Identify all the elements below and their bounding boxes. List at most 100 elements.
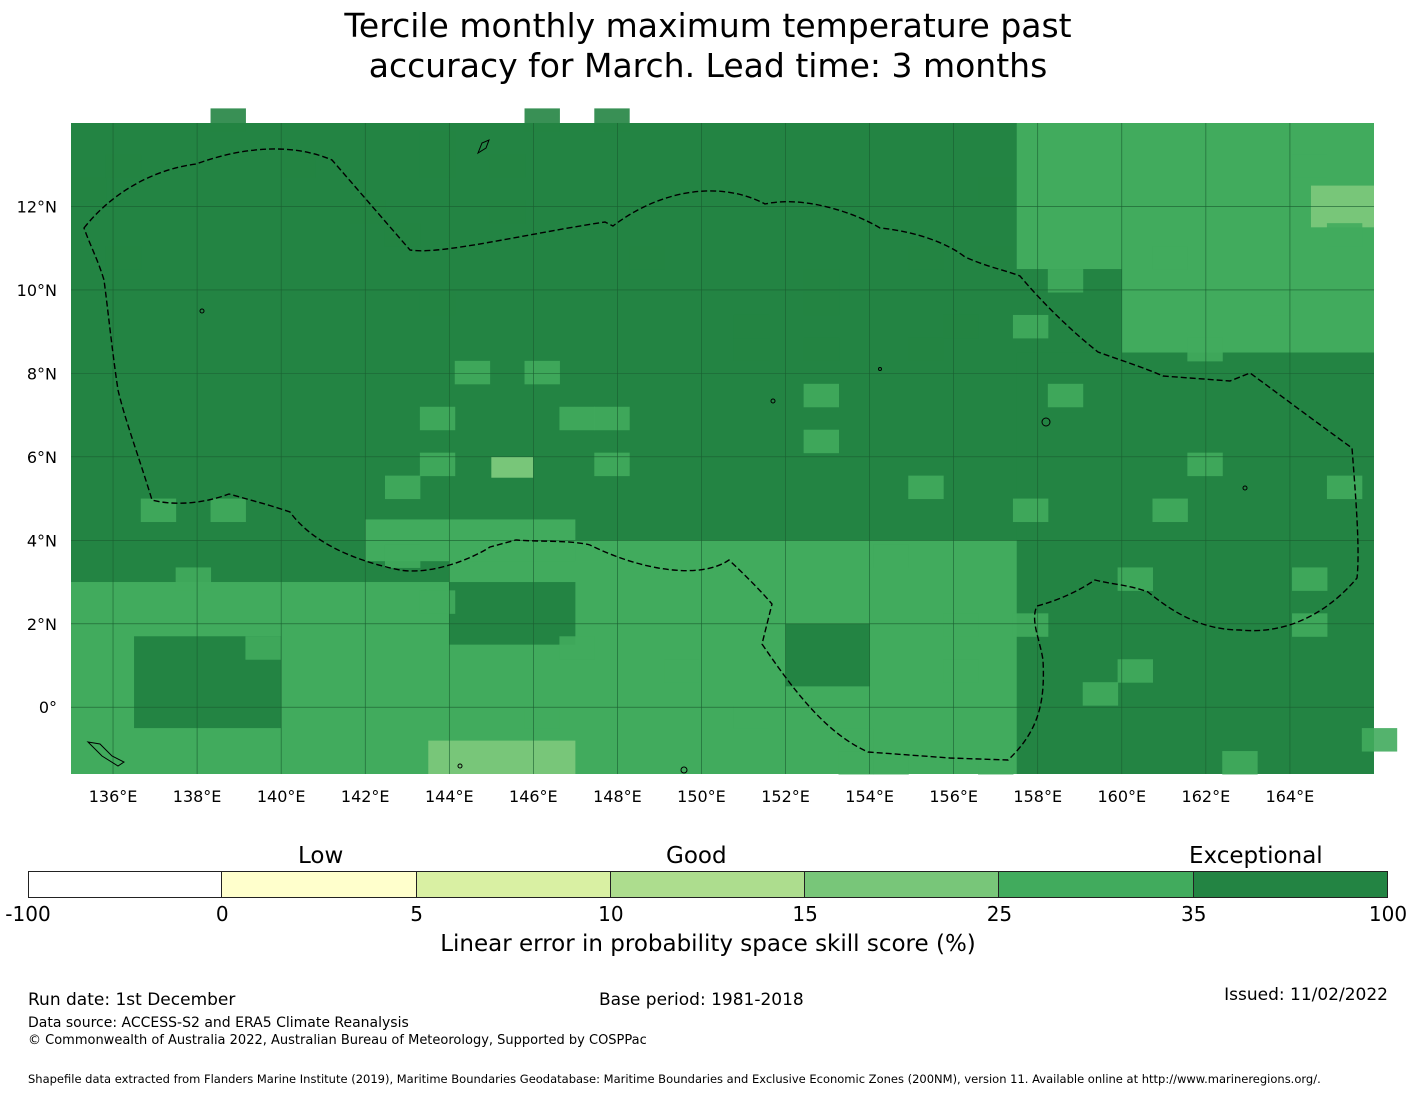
skill-cell (419, 452, 456, 477)
skill-cell (245, 636, 281, 660)
map-title-line2: accuracy for March. Lead time: 3 months (368, 46, 1048, 85)
skill-cell (489, 154, 526, 178)
colorbar-tick-label: 10 (598, 902, 624, 926)
skill-cell (838, 751, 874, 775)
eez-boundary (83, 148, 1359, 761)
skill-cell (1117, 659, 1153, 683)
run-date: Run date: 1st December (28, 990, 236, 1010)
skill-patch (449, 540, 1017, 774)
data-source: Data source: ACCESS-S2 and ERA5 Climate … (28, 1015, 409, 1031)
latitude-tick-label: 8°N (27, 364, 57, 383)
legend-category-good: Good (666, 843, 727, 869)
skill-cell (419, 292, 456, 316)
longitude-tick-label: 164°E (1266, 787, 1315, 806)
latitude-tick-label: 12°N (17, 197, 57, 216)
skill-cell (873, 544, 909, 568)
skill-patch (449, 582, 576, 645)
colorbar-tick-label: 100 (1368, 902, 1408, 926)
colorbar-segment (805, 871, 1000, 898)
colorbar-segment (1193, 871, 1388, 898)
skill-cell (1152, 246, 1188, 270)
skill-patch (785, 623, 870, 687)
skill-cell (943, 659, 979, 683)
colorbar-segment (999, 871, 1194, 898)
longitude-tick-label: 152°E (761, 787, 810, 806)
skill-cell (943, 613, 979, 637)
longitude-tick-label: 148°E (593, 787, 642, 806)
longitude-tick-label: 138°E (173, 787, 222, 806)
skill-cell (1292, 613, 1328, 637)
skill-cell (175, 567, 212, 591)
skill-cell (210, 498, 246, 523)
skill-patch (491, 456, 534, 478)
colorbar-tick-label: 0 (215, 902, 229, 926)
skill-cell (140, 498, 177, 523)
longitude-tick-label: 158°E (1013, 787, 1062, 806)
skill-cell (838, 728, 874, 752)
skill-cell (454, 360, 491, 385)
colorbar-segment (28, 871, 223, 898)
base-period: Base period: 1981-2018 (599, 990, 804, 1010)
skill-cell (1326, 475, 1363, 500)
issued-date: Issued: 11/02/2022 (1224, 985, 1388, 1005)
skill-cell (524, 705, 560, 729)
colorbar-tick-label: -100 (5, 902, 51, 926)
skill-cell (1257, 292, 1293, 316)
longitude-tick-label: 142°E (341, 787, 390, 806)
longitude-tick-label: 150°E (677, 787, 726, 806)
skill-cell (978, 177, 1014, 201)
skill-cell (1047, 269, 1084, 293)
skill-cell (384, 223, 421, 247)
skill-cell (908, 475, 944, 500)
latitude-tick-label: 4°N (27, 531, 57, 550)
skill-cell (1117, 567, 1153, 591)
skill-cell (629, 246, 665, 270)
colorbar-tick-label: 25 (986, 902, 1013, 926)
skill-cell (803, 292, 840, 316)
skill-cell (524, 360, 560, 385)
skill-cell (524, 108, 560, 132)
skill-cell (733, 314, 770, 339)
longitude-tick-label: 140°E (257, 787, 306, 806)
longitude-tick-label: 136°E (89, 787, 138, 806)
longitude-tick-label: 144°E (425, 787, 474, 806)
skill-cell (733, 705, 770, 729)
colorbar-tick-label: 15 (792, 902, 818, 926)
legend-category-low: Low (298, 843, 344, 869)
colorbar-segment (610, 871, 806, 898)
skill-cell (419, 406, 456, 431)
longitude-tick-label: 156°E (929, 787, 978, 806)
map-title: Tercile monthly maximum temperature past… (0, 6, 1416, 86)
longitude-tick-labels: 136°E 138°E 140°E 142°E 144°E 146°E 148°E 150°E… (89, 787, 1315, 806)
skill-cell (1361, 728, 1398, 752)
skill-cell (559, 636, 595, 660)
colorbar (28, 871, 1388, 898)
skill-cell (1292, 154, 1328, 178)
colorbar-label: Linear error in probability space skill … (440, 931, 976, 957)
skill-cell (1082, 682, 1119, 706)
island-outlines (86, 139, 1248, 774)
skill-patch (428, 740, 576, 774)
skill-cell (1012, 613, 1049, 637)
skill-cell (803, 383, 840, 408)
skill-cell (978, 246, 1014, 270)
latitude-tick-label: 10°N (17, 281, 57, 300)
skill-cell (71, 177, 107, 201)
legend-category-exceptional: Exceptional (1189, 843, 1323, 869)
latitude-tick-labels: 12°N 10°N 8°N 6°N 4°N 2°N 0° (17, 197, 57, 717)
skill-cell (384, 475, 421, 500)
skill-cell (419, 154, 456, 178)
skill-patch (1016, 123, 1122, 270)
colorbar-tick-label: 35 (1180, 902, 1207, 926)
skill-cell (908, 337, 944, 362)
longitude-tick-label: 162°E (1182, 787, 1231, 806)
skill-cell (105, 246, 142, 270)
colorbar-tick-label: 5 (410, 902, 423, 926)
skill-cell (733, 337, 770, 362)
skill-cell (1152, 498, 1188, 523)
colorbar-segment (416, 871, 611, 898)
skill-cell (1187, 452, 1223, 477)
skill-cell (594, 108, 630, 132)
lat-lon-gridlines (71, 123, 1374, 774)
skill-cell (559, 406, 595, 431)
